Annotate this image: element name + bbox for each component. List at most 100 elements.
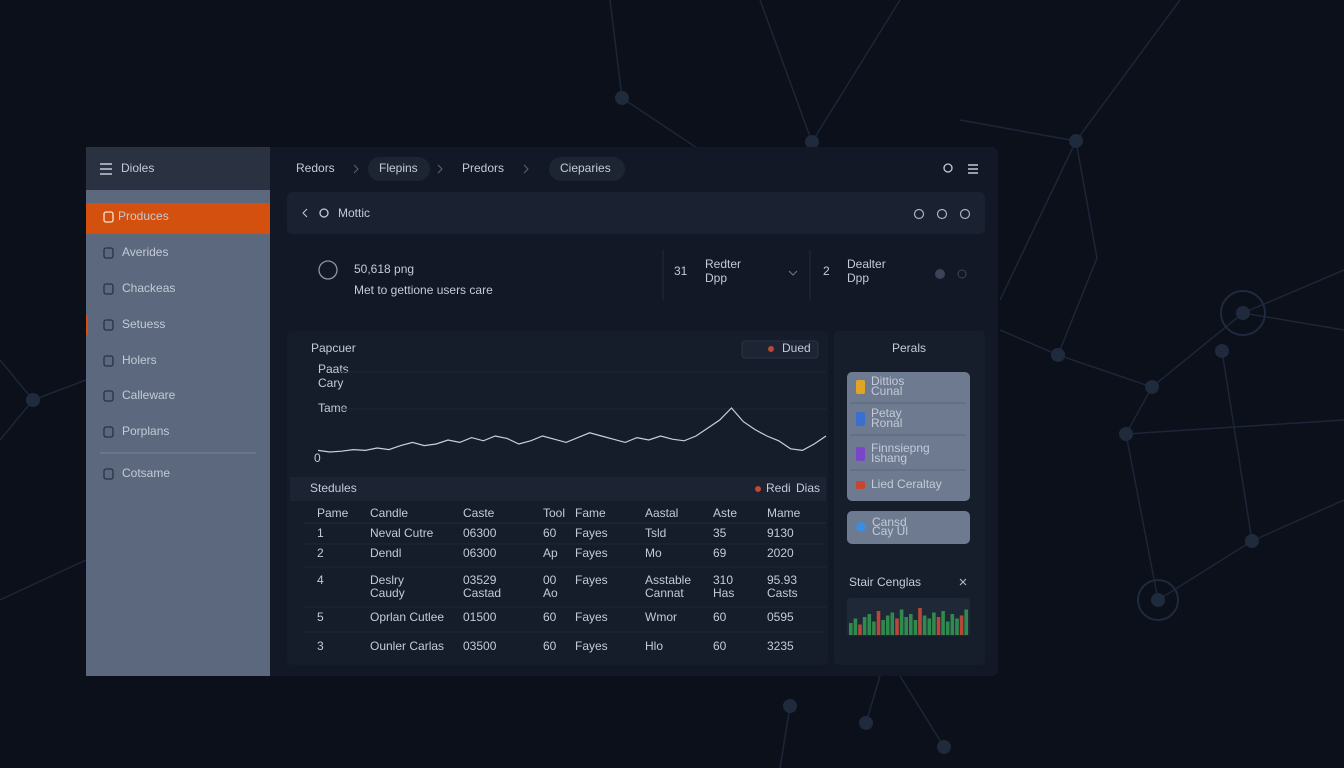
nav-item[interactable]: Calleware <box>122 388 176 402</box>
nav-item[interactable]: Produces <box>118 209 169 223</box>
network-ring <box>1220 290 1266 336</box>
breadcrumb[interactable]: Flepins <box>379 161 418 175</box>
nav-item[interactable]: Holers <box>122 353 157 367</box>
card-sub: Cay Ul <box>872 524 908 538</box>
card-sub: Ishang <box>871 451 907 465</box>
table-cell: Deslry <box>370 573 404 587</box>
mini-chart-title: Stair Cenglas <box>849 575 921 589</box>
toolbar-icon[interactable] <box>913 208 925 220</box>
network-node <box>937 740 951 754</box>
sidebar <box>86 190 270 676</box>
table-cell: 5 <box>317 610 324 624</box>
table-cell: 06300 <box>463 526 497 540</box>
column-header: Aste <box>713 506 737 520</box>
menu-icon <box>100 163 112 175</box>
active-marker <box>86 315 88 335</box>
mini-bar <box>853 618 858 635</box>
table-cell: 3235 <box>767 639 794 653</box>
table-cell: Asstable <box>645 573 691 587</box>
card-group <box>847 372 970 501</box>
table-cell: Fayes <box>575 526 608 540</box>
nav-item[interactable]: Porplans <box>122 424 169 438</box>
network-line <box>609 0 623 99</box>
toolbar-icon[interactable] <box>936 208 948 220</box>
network-line <box>999 140 1077 301</box>
mini-bar <box>936 617 941 635</box>
list-icon[interactable] <box>968 164 978 174</box>
mini-bar <box>964 609 968 635</box>
mini-bar <box>885 615 890 635</box>
nav-icon <box>103 283 114 295</box>
breadcrumb[interactable]: Cieparies <box>560 161 611 175</box>
card-icon <box>856 412 865 426</box>
network-line <box>1125 386 1153 435</box>
table-cell: 95.93 <box>767 573 797 587</box>
nav-icon <box>103 211 114 223</box>
network-line <box>621 97 701 151</box>
table-cell: 60 <box>543 526 557 540</box>
breadcrumb[interactable]: Redors <box>296 161 335 175</box>
mini-bar <box>867 614 872 635</box>
table-cell: 60 <box>713 639 727 653</box>
card-sub: Cunal <box>871 384 902 398</box>
crumb-pill <box>549 157 625 181</box>
filter-button[interactable] <box>741 340 819 359</box>
table-title: Stedules <box>310 481 357 495</box>
mini-bar <box>913 620 918 635</box>
panel-title: Perals <box>892 341 926 355</box>
table-cell: 2020 <box>767 546 794 560</box>
mini-bar <box>927 618 932 635</box>
stat-value: 50,618 png <box>354 262 414 276</box>
table-cell: 01500 <box>463 610 497 624</box>
mini-bar <box>955 618 959 635</box>
table-cell: Tsld <box>645 526 666 540</box>
network-line <box>1242 312 1344 331</box>
network-line <box>0 399 34 441</box>
table-subcell: Caudy <box>370 586 405 600</box>
network-line <box>865 675 881 724</box>
table-subcell: Ao <box>543 586 558 600</box>
network-node <box>1151 593 1165 607</box>
card-icon <box>856 481 865 489</box>
network-line <box>759 0 813 143</box>
nav-item[interactable]: Chackeas <box>122 281 175 295</box>
network-node <box>1245 534 1259 548</box>
close-icon[interactable] <box>959 578 967 586</box>
table-cell: 60 <box>543 610 557 624</box>
chart-title: Papcuer <box>311 341 356 355</box>
table-cell: 1 <box>317 526 324 540</box>
network-ring <box>1137 579 1179 621</box>
mini-bar <box>876 611 881 635</box>
nav-icon <box>103 355 114 367</box>
y-label: Cary <box>318 376 343 390</box>
crumb-pill <box>368 157 430 181</box>
mini-bar <box>959 615 964 635</box>
sidebar-header <box>86 147 270 190</box>
breadcrumb[interactable]: Predors <box>462 161 504 175</box>
table-cell: 35 <box>713 526 727 540</box>
toolbar-icon[interactable] <box>959 208 971 220</box>
table-cell: 310 <box>713 573 733 587</box>
network-node <box>1236 306 1250 320</box>
table-cell: Hlo <box>645 639 663 653</box>
mini-bar <box>932 612 936 635</box>
nav-icon <box>103 247 114 259</box>
table-cell: 2 <box>317 546 324 560</box>
mini-bar <box>890 612 895 635</box>
network-node <box>1215 344 1229 358</box>
y-label: Tame <box>318 401 348 415</box>
search-icon[interactable] <box>943 163 953 173</box>
nav-item[interactable]: Averides <box>122 245 168 259</box>
card[interactable] <box>847 511 970 544</box>
nav-item[interactable]: Cotsame <box>122 466 170 480</box>
column-header: Tool <box>543 506 565 520</box>
table-cell: Fayes <box>575 639 608 653</box>
mini-bar <box>849 623 853 635</box>
table-cell: 06300 <box>463 546 497 560</box>
legend-dot <box>755 486 761 492</box>
nav-item[interactable]: Setuess <box>122 317 165 331</box>
search-bar[interactable] <box>287 192 985 234</box>
table-subcell: Cannat <box>645 586 684 600</box>
